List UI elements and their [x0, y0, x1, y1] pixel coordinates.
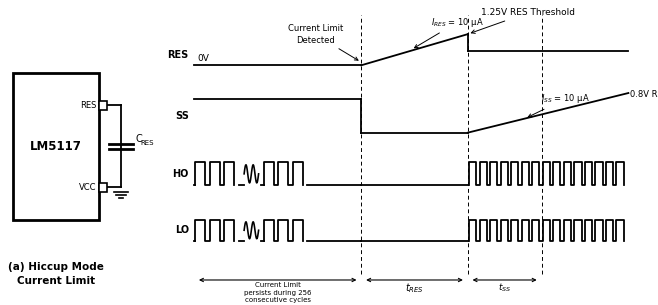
Text: C: C	[136, 134, 142, 144]
Text: RES: RES	[168, 50, 189, 60]
Text: $I_{RES}$ = 10 μA: $I_{RES}$ = 10 μA	[415, 16, 484, 48]
Text: 1.25V RES Threshold: 1.25V RES Threshold	[471, 8, 575, 33]
Text: SS: SS	[175, 111, 189, 121]
Text: 0.8V REF: 0.8V REF	[630, 90, 658, 99]
Text: RES: RES	[140, 140, 154, 146]
Text: 0V: 0V	[197, 54, 209, 63]
Text: $t_{RES}$: $t_{RES}$	[405, 281, 424, 295]
Text: LM5117: LM5117	[30, 140, 82, 153]
Text: $I_{SS}$ = 10 μA: $I_{SS}$ = 10 μA	[528, 92, 590, 117]
Text: Current Limit
persists during 256
consecutive cycles: Current Limit persists during 256 consec…	[244, 282, 311, 303]
Text: VCC: VCC	[79, 183, 97, 192]
Text: Current Limit
Detected: Current Limit Detected	[288, 24, 358, 60]
Text: (a) Hiccup Mode
Current Limit: (a) Hiccup Mode Current Limit	[8, 262, 104, 286]
Bar	[13, 73, 99, 220]
Text: HO: HO	[172, 169, 189, 179]
Bar	[99, 183, 107, 192]
Bar	[99, 101, 107, 110]
Text: RES: RES	[80, 101, 97, 110]
Text: $t_{SS}$: $t_{SS}$	[498, 281, 511, 294]
Text: LO: LO	[175, 225, 189, 235]
